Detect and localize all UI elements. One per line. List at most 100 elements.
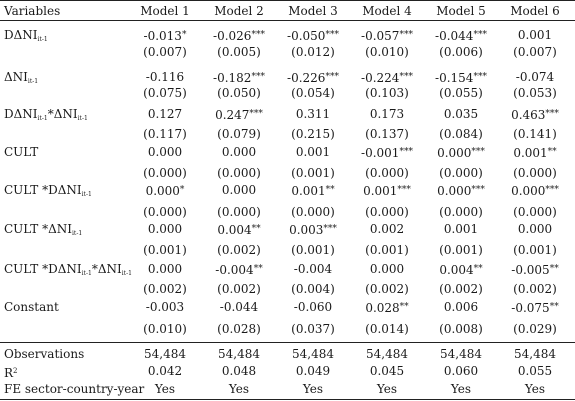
label-text: DΔNI bbox=[4, 107, 38, 121]
significance-stars: *** bbox=[251, 72, 265, 82]
significance-stars: ** bbox=[399, 302, 409, 312]
stat-label: R2 bbox=[4, 364, 18, 380]
significance-stars: *** bbox=[251, 30, 265, 40]
coefficient-number: 0.001 bbox=[517, 28, 553, 42]
standard-error: (0.000) bbox=[513, 205, 557, 219]
coefficient-number: 0.127 bbox=[147, 107, 183, 121]
significance-stars: *** bbox=[471, 185, 485, 195]
label-text: CULT bbox=[4, 145, 39, 159]
coefficient-value: 0.000 bbox=[125, 145, 205, 159]
coefficient-number: 0.006 bbox=[443, 300, 479, 314]
significance-stars: *** bbox=[545, 109, 559, 119]
label-subscript: it-1 bbox=[37, 36, 48, 43]
coefficient-number: -0.050 bbox=[287, 29, 326, 43]
significance-stars: ** bbox=[549, 264, 559, 274]
standard-error: (0.000) bbox=[291, 205, 335, 219]
standard-error: (0.103) bbox=[365, 86, 409, 100]
label-subscript: it-1 bbox=[37, 115, 48, 122]
significance-stars: ** bbox=[473, 264, 483, 274]
coefficient-number: 0.247 bbox=[215, 108, 250, 122]
standard-error: (0.000) bbox=[217, 205, 261, 219]
coefficient-value: 0.000*** bbox=[421, 183, 501, 198]
row-label: CULT *DΔNIit-1 bbox=[4, 183, 92, 202]
significance-stars: *** bbox=[473, 72, 487, 82]
coefficient-value: -0.060 bbox=[273, 300, 353, 314]
significance-stars: *** bbox=[399, 30, 413, 40]
coefficient-value: -0.013* bbox=[125, 28, 205, 43]
header-model-2: Model 2 bbox=[214, 4, 264, 18]
significance-stars: *** bbox=[399, 147, 413, 157]
coefficient-value: 0.003*** bbox=[273, 222, 353, 237]
standard-error: (0.084) bbox=[439, 127, 483, 141]
label-text: DΔNI bbox=[4, 28, 38, 42]
stats-rule bbox=[0, 342, 575, 343]
stat-value: Yes bbox=[376, 382, 398, 396]
coefficient-number: -0.116 bbox=[145, 70, 185, 84]
coefficient-value: -0.116 bbox=[125, 70, 205, 84]
stat-value: 0.048 bbox=[221, 364, 257, 378]
label-supscript: 2 bbox=[13, 367, 18, 375]
standard-error: (0.000) bbox=[143, 205, 187, 219]
standard-error: (0.002) bbox=[439, 282, 483, 296]
label-text: CULT *ΔNI bbox=[4, 222, 73, 236]
coefficient-number: -0.013 bbox=[143, 29, 182, 43]
significance-stars: *** bbox=[249, 109, 263, 119]
coefficient-value: 0.463*** bbox=[495, 107, 575, 122]
label-subscript: it-1 bbox=[81, 270, 92, 277]
coefficient-value: 0.035 bbox=[421, 107, 501, 121]
stat-value: 54,484 bbox=[218, 347, 260, 361]
coefficient-number: 0.000 bbox=[147, 262, 183, 276]
coefficient-number: 0.000 bbox=[147, 145, 183, 159]
significance-stars: *** bbox=[545, 185, 559, 195]
significance-stars: ** bbox=[549, 302, 559, 312]
coefficient-value: -0.044*** bbox=[421, 28, 501, 43]
bottom-rule bbox=[0, 399, 575, 400]
standard-error: (0.000) bbox=[365, 166, 409, 180]
label-text: CULT *DΔNI bbox=[4, 262, 82, 276]
coefficient-number: 0.035 bbox=[443, 107, 479, 121]
coefficient-value: -0.044 bbox=[199, 300, 279, 314]
header-rule bbox=[0, 20, 575, 21]
label-text: *ΔNI bbox=[47, 107, 78, 121]
standard-error: (0.001) bbox=[291, 166, 335, 180]
standard-error: (0.014) bbox=[365, 322, 409, 336]
coefficient-value: 0.006 bbox=[421, 300, 501, 314]
coefficient-value: -0.004 bbox=[273, 262, 353, 276]
significance-stars: ** bbox=[325, 185, 335, 195]
standard-error: (0.001) bbox=[291, 243, 335, 257]
coefficient-value: 0.000 bbox=[125, 262, 205, 276]
coefficient-number: 0.000 bbox=[221, 145, 257, 159]
coefficient-number: 0.000 bbox=[437, 184, 472, 198]
label-text: Observations bbox=[4, 347, 85, 361]
stat-value: 0.045 bbox=[369, 364, 405, 378]
coefficient-number: 0.000 bbox=[437, 146, 472, 160]
standard-error: (0.012) bbox=[291, 45, 335, 59]
stat-value: 54,484 bbox=[440, 347, 482, 361]
coefficient-number: 0.463 bbox=[511, 108, 546, 122]
coefficient-number: 0.000 bbox=[147, 222, 183, 236]
coefficient-number: -0.224 bbox=[361, 71, 400, 85]
row-label: Constant bbox=[4, 300, 59, 314]
coefficient-number: 0.000 bbox=[369, 262, 405, 276]
coefficient-number: 0.001 bbox=[291, 184, 326, 198]
coefficient-number: -0.003 bbox=[145, 300, 185, 314]
significance-stars: *** bbox=[399, 72, 413, 82]
header-model-4: Model 4 bbox=[362, 4, 412, 18]
coefficient-number: -0.182 bbox=[213, 71, 252, 85]
standard-error: (0.001) bbox=[143, 243, 187, 257]
coefficient-number: 0.000 bbox=[511, 184, 546, 198]
standard-error: (0.029) bbox=[513, 322, 557, 336]
standard-error: (0.001) bbox=[365, 243, 409, 257]
standard-error: (0.002) bbox=[365, 282, 409, 296]
stat-value: 0.049 bbox=[295, 364, 331, 378]
standard-error: (0.002) bbox=[217, 243, 261, 257]
standard-error: (0.037) bbox=[291, 322, 335, 336]
standard-error: (0.050) bbox=[217, 86, 261, 100]
coefficient-value: 0.173 bbox=[347, 107, 427, 121]
coefficient-value: 0.000 bbox=[199, 183, 279, 197]
coefficient-value: 0.000 bbox=[199, 145, 279, 159]
standard-error: (0.117) bbox=[143, 127, 187, 141]
coefficient-number: 0.003 bbox=[289, 223, 324, 237]
significance-stars: *** bbox=[473, 30, 487, 40]
coefficient-number: 0.004 bbox=[439, 263, 474, 277]
